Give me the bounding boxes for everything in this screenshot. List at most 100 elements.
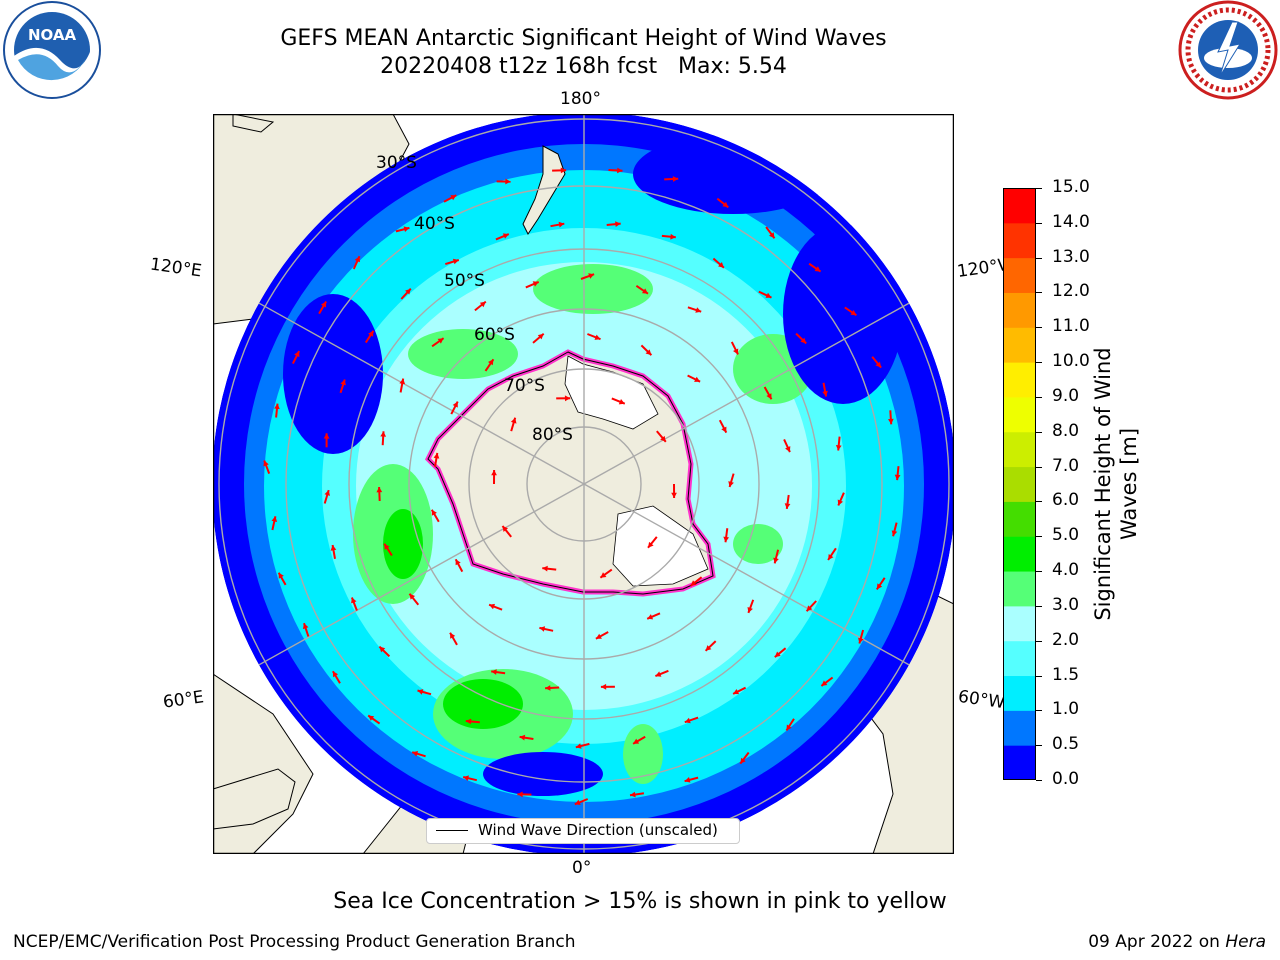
colorbar-tick-label: 0.5	[1052, 734, 1080, 755]
wind-wave-arrowhead	[718, 262, 724, 268]
colorbar-tick-mark	[1036, 292, 1042, 294]
wind-wave-arrowhead	[806, 605, 813, 612]
wind-wave-arrowhead	[642, 288, 648, 294]
wind-wave-arrowhead	[505, 178, 511, 185]
wind-wave-arrowhead	[617, 167, 623, 174]
colorbar-tick-mark	[1036, 780, 1042, 781]
colorbar-tick-label: 2.0	[1052, 629, 1080, 650]
colorbar-tick-label: 12.0	[1052, 281, 1090, 302]
wind-wave-arrowhead	[733, 348, 739, 355]
colorbar-tick-label: 1.5	[1052, 664, 1080, 685]
wind-wave-arrowhead	[405, 288, 411, 295]
wind-wave-arrowhead	[491, 669, 497, 675]
wind-wave-arrowhead	[876, 583, 883, 590]
wind-wave-arrowhead	[615, 221, 621, 227]
wind-wave-arrowhead	[684, 717, 691, 724]
colorbar-tick-label: 9.0	[1052, 385, 1080, 406]
colorbar-segment	[1003, 745, 1036, 780]
wind-wave-arrowhead	[785, 446, 791, 453]
legend-label: Wind Wave Direction (unscaled)	[478, 821, 718, 839]
wind-wave-arrowhead	[891, 530, 898, 537]
colorbar-segment	[1003, 327, 1036, 363]
colorbar-tick-mark	[1036, 501, 1042, 503]
colorbar-tick-label: 11.0	[1052, 316, 1090, 337]
wind-wave-arrowhead	[271, 516, 278, 522]
wind-wave-arrowhead	[850, 309, 857, 316]
colorbar-tick-mark	[1036, 222, 1042, 224]
lon-label-60w: 60°W	[956, 686, 1007, 714]
wind-wave-arrowhead	[450, 632, 456, 639]
wind-wave-arrowhead	[769, 232, 775, 239]
colorbar-tick-label: 15.0	[1052, 177, 1090, 197]
colorbar-segment	[1003, 292, 1036, 328]
wind-wave-arrowhead	[670, 233, 676, 240]
wind-wave-arrowhead	[837, 499, 843, 506]
wind-wave-arrowhead	[323, 433, 330, 439]
svg-text:NOAA: NOAA	[28, 26, 77, 44]
legend-line-sample	[436, 830, 468, 831]
wind-wave-arrowhead	[539, 626, 546, 632]
wind-wave-arrowhead	[765, 292, 772, 298]
wind-wave-arrowhead	[532, 281, 539, 287]
wind-wave-arrowhead	[545, 685, 551, 691]
colorbar-tick-mark	[1036, 188, 1042, 189]
wind-wave-arrowhead	[647, 614, 654, 620]
national-weather-service-logo	[1178, 0, 1278, 100]
wind-wave-arrowhead	[786, 724, 792, 731]
wind-wave-arrowhead	[858, 637, 864, 644]
wind-wave-arrowhead	[600, 683, 607, 690]
wind-wave-arrowhead	[630, 791, 636, 798]
colorbar-tick-label: 3.0	[1052, 594, 1080, 615]
wind-wave-arrowhead	[684, 777, 691, 783]
map-legend	[426, 818, 740, 844]
colorbar-tick-mark	[1036, 710, 1042, 712]
wind-wave-arrowhead	[450, 195, 457, 201]
wind-wave-arrowhead	[672, 176, 679, 182]
wind-wave-arrowhead	[455, 559, 461, 566]
colorbar-tick-label: 14.0	[1052, 211, 1090, 232]
colorbar-segment	[1003, 605, 1036, 642]
colorbar-tick-mark	[1036, 605, 1042, 607]
wind-wave-arrowhead	[595, 633, 602, 639]
wind-wave-arrowhead	[368, 715, 375, 721]
wind-wave-arrowhead	[695, 307, 702, 313]
wind-wave-arrowhead	[888, 418, 894, 425]
wind-wave-arrowhead	[412, 751, 419, 757]
wind-wave-arrowhead	[705, 645, 712, 651]
wind-wave-arrowhead	[321, 301, 327, 308]
wind-wave-arrowhead	[417, 689, 424, 695]
colorbar-segment	[1003, 188, 1036, 224]
wind-wave-arrowhead	[409, 593, 416, 600]
colorbar-tick-label: 4.0	[1052, 560, 1080, 581]
wind-wave-arrowhead	[894, 474, 901, 481]
producer-credit: NCEP/EMC/Verification Post Processing Pr…	[13, 932, 576, 952]
colorbar-tick-mark	[1036, 536, 1042, 538]
colorbar-segment	[1003, 222, 1036, 259]
colorbar-label-line2: Waves [m]	[1117, 427, 1141, 541]
colorbar-tick-label: 13.0	[1052, 246, 1090, 267]
wind-wave-arrowhead	[828, 554, 834, 560]
colorbar-tick-mark	[1036, 675, 1042, 677]
wind-wave-arrowhead	[822, 390, 828, 397]
colorbar-segment	[1003, 396, 1036, 433]
wind-wave-arrowhead	[517, 791, 523, 798]
polar-map	[213, 114, 954, 854]
lon-label-180: 180°	[560, 89, 601, 109]
wind-wave-arrowhead	[728, 481, 734, 487]
chart-title: GEFS MEAN Antarctic Significant Height o…	[280, 26, 887, 51]
colorbar-tick-label: 6.0	[1052, 490, 1080, 511]
wind-wave-arrowhead	[600, 572, 607, 578]
wind-wave-arrowhead	[648, 541, 654, 548]
wind-wave-arrowhead	[694, 376, 701, 382]
wind-wave-arrowhead	[564, 395, 571, 402]
wind-wave-arrowhead	[330, 545, 337, 551]
wind-wave-arrowhead	[542, 565, 548, 572]
lon-label-120e: 120°E	[148, 254, 203, 282]
wind-wave-arrowhead	[502, 233, 509, 239]
colorbar-tick-label: 0.0	[1052, 769, 1080, 789]
wind-wave-arrowhead	[399, 378, 406, 385]
wind-wave-arrowhead	[575, 743, 582, 749]
generation-date: 09 Apr 2022 on Hera	[1088, 932, 1266, 952]
colorbar-tick-mark	[1036, 640, 1042, 642]
wind-wave-arrowhead	[773, 557, 779, 564]
